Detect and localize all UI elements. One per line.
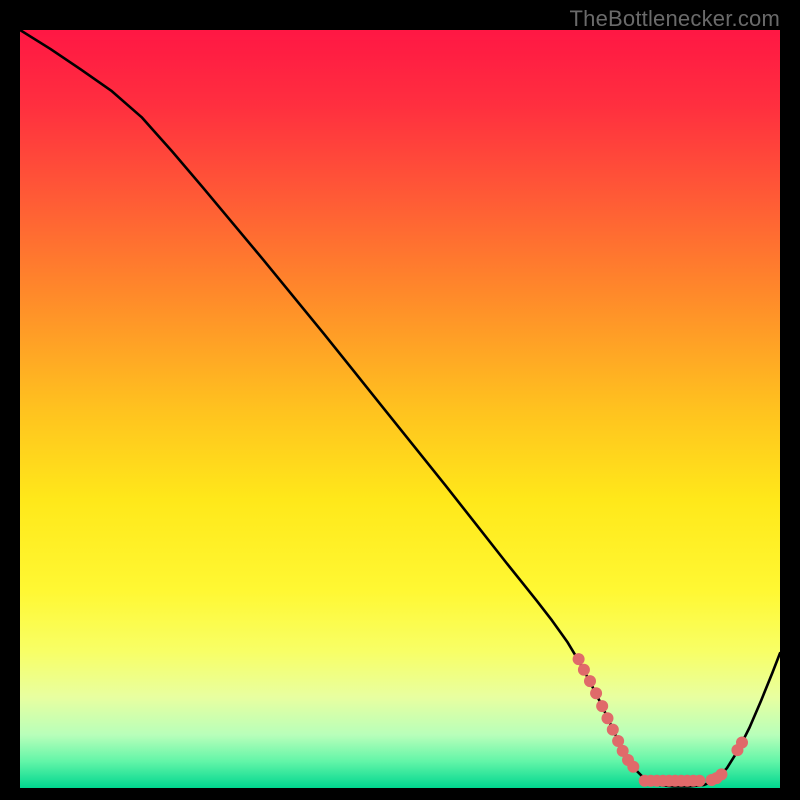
watermark: TheBottlenecker.com: [570, 6, 780, 32]
plot-frame: [20, 30, 780, 788]
data-markers: [573, 653, 748, 787]
data-marker: [736, 737, 748, 749]
data-marker: [693, 775, 705, 787]
data-marker: [596, 700, 608, 712]
data-marker: [584, 675, 596, 687]
curve-layer: [20, 30, 780, 788]
data-marker: [573, 653, 585, 665]
data-marker: [627, 761, 639, 773]
data-marker: [590, 687, 602, 699]
data-marker: [715, 768, 727, 780]
data-marker: [601, 712, 613, 724]
bottleneck-curve: [20, 30, 780, 786]
data-marker: [578, 664, 590, 676]
data-marker: [607, 724, 619, 736]
